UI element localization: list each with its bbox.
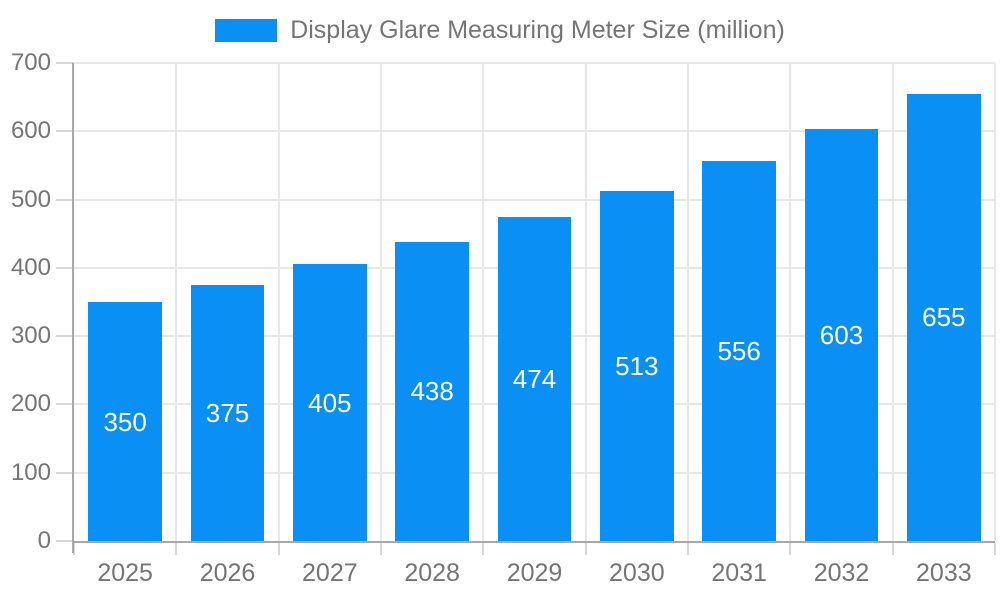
vertical-gridline xyxy=(482,63,485,541)
y-axis-tick xyxy=(56,130,74,133)
x-axis-tick xyxy=(482,543,485,555)
x-axis-tick xyxy=(994,543,996,555)
bar-value-label: 556 xyxy=(717,336,761,367)
y-axis-line xyxy=(72,63,74,553)
y-axis-tick xyxy=(56,471,74,474)
bar[interactable]: 438 xyxy=(395,241,469,541)
x-axis-tick xyxy=(891,543,894,555)
x-axis-tick xyxy=(584,543,587,555)
x-axis-line xyxy=(72,541,995,543)
bar[interactable]: 655 xyxy=(906,93,981,541)
y-axis-tick xyxy=(56,62,74,64)
vertical-gridline xyxy=(687,63,689,541)
bar-value-label: 350 xyxy=(103,406,147,437)
y-axis-tick-label: 100 xyxy=(10,458,51,486)
x-axis-tick-label: 2027 xyxy=(302,559,358,587)
legend: Display Glare Measuring Meter Size (mill… xyxy=(0,16,1000,45)
bar[interactable]: 375 xyxy=(190,284,265,541)
x-axis-tick-label: 2029 xyxy=(506,559,563,587)
legend-swatch-icon[interactable] xyxy=(215,19,278,42)
y-axis-tick xyxy=(56,403,74,406)
legend-label[interactable]: Display Glare Measuring Meter Size (mill… xyxy=(290,16,785,44)
x-axis-tick xyxy=(277,543,280,555)
vertical-gridline xyxy=(584,63,587,541)
x-axis-tick-label: 2030 xyxy=(609,559,665,587)
y-axis-tick-label: 300 xyxy=(10,322,51,350)
plot-area: 0 100 200 300 400 500 600 700 350 2025 375 2026 405 2… xyxy=(11,51,996,586)
y-axis-tick xyxy=(56,335,74,338)
bar[interactable]: 474 xyxy=(497,217,572,541)
horizontal-gridline xyxy=(74,198,995,201)
x-axis-tick-label: 2025 xyxy=(97,559,153,587)
bar-value-label: 655 xyxy=(922,302,966,333)
y-axis-tick-label: 400 xyxy=(10,253,51,281)
vertical-gridline xyxy=(994,63,996,541)
bar-value-label: 375 xyxy=(205,397,250,428)
horizontal-gridline xyxy=(74,62,995,64)
vertical-gridline xyxy=(380,63,382,541)
x-axis-tick-label: 2028 xyxy=(404,559,460,587)
y-axis-tick-label: 200 xyxy=(10,390,51,418)
x-axis-tick-label: 2031 xyxy=(711,559,767,587)
x-axis-tick xyxy=(789,543,792,555)
x-axis-tick xyxy=(175,543,178,555)
bar[interactable]: 513 xyxy=(599,190,674,541)
vertical-gridline xyxy=(175,63,178,541)
bar-value-label: 513 xyxy=(615,350,659,381)
bar[interactable]: 556 xyxy=(702,161,776,541)
x-axis-tick xyxy=(687,543,689,555)
vertical-gridline xyxy=(789,63,792,541)
y-axis-tick xyxy=(56,540,74,542)
bar-value-label: 438 xyxy=(410,376,454,407)
y-axis-tick-label: 500 xyxy=(10,185,51,213)
bar-value-label: 474 xyxy=(512,364,557,395)
bar-value-label: 603 xyxy=(819,320,864,351)
y-axis-tick-label: 0 xyxy=(37,527,51,554)
x-axis-tick-label: 2032 xyxy=(813,559,870,587)
y-axis-tick-label: 600 xyxy=(10,117,51,145)
y-axis-tick xyxy=(56,198,74,201)
horizontal-gridline xyxy=(74,130,995,133)
vertical-gridline xyxy=(891,63,894,541)
x-axis-tick xyxy=(380,543,382,555)
y-axis-tick xyxy=(56,266,74,269)
bar[interactable]: 405 xyxy=(292,264,367,541)
x-axis-tick-label: 2026 xyxy=(199,559,256,587)
y-axis-tick-label: 700 xyxy=(10,49,51,76)
x-axis-tick xyxy=(73,543,75,555)
bar-value-label: 405 xyxy=(308,387,352,418)
x-axis-tick-label: 2033 xyxy=(916,559,972,587)
vertical-gridline xyxy=(277,63,280,541)
bar[interactable]: 350 xyxy=(88,302,162,541)
bar[interactable]: 603 xyxy=(804,129,879,541)
